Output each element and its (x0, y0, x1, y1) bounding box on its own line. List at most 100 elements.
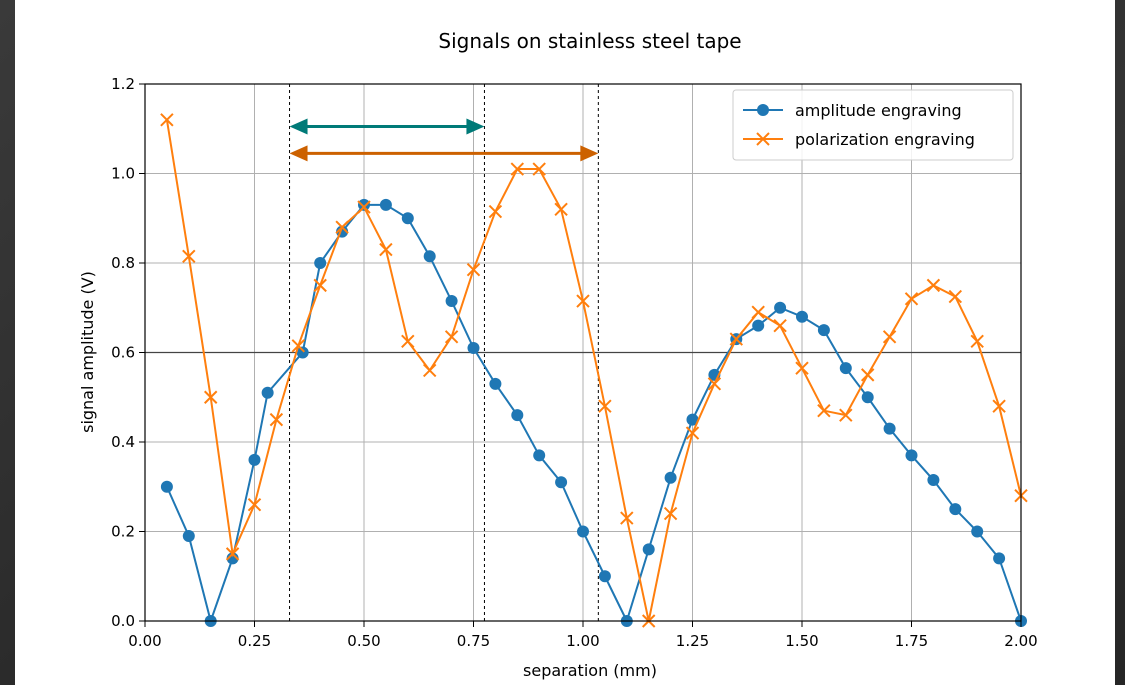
marker-x-stroke (926, 278, 941, 293)
x-axis-ticks: 0.00 0.25 0.50 0.75 1.00 1.25 1.50 1.75 2.00 (128, 621, 1038, 650)
x-tick-label: 1.75 (895, 632, 928, 650)
marker-x-stroke (970, 334, 984, 349)
arrows (289, 118, 599, 162)
legend-box (732, 89, 1014, 161)
data-point-series-1 (379, 242, 393, 257)
data-point-series-1 (860, 368, 875, 382)
marker-x-stroke (466, 263, 481, 277)
data-point-series-0 (511, 409, 524, 422)
legend-marker-0 (757, 104, 769, 116)
marker-x-stroke (685, 426, 700, 440)
y-tick-label: 0.2 (111, 523, 135, 541)
x-tick-label: 2.00 (1004, 632, 1037, 650)
marker-x-stroke (860, 368, 875, 382)
data-point-series-1 (773, 318, 787, 333)
data-point-series-1 (882, 330, 897, 344)
x-tick-label: 0.00 (128, 632, 161, 650)
data-point-series-0 (577, 525, 589, 538)
arrow-head-right (466, 118, 485, 135)
marker-x-stroke (203, 390, 218, 404)
data-point-series-1 (313, 278, 327, 293)
marker-x-stroke (992, 399, 1006, 413)
data-point-series-1 (839, 408, 853, 422)
x-tick-label: 0.75 (457, 632, 490, 650)
marker-x-stroke (773, 318, 787, 333)
marker-x-stroke (598, 399, 612, 413)
data-point-series-0 (261, 386, 274, 399)
data-point-series-0 (379, 198, 392, 211)
series-group (160, 113, 1028, 628)
x-tick-label: 0.50 (347, 632, 380, 650)
x-tick-label: 1.00 (566, 632, 599, 650)
data-point-series-1 (182, 249, 196, 263)
marker-x-stroke (225, 547, 240, 561)
chart-title: Signals on stainless steel tape (438, 29, 741, 53)
data-point-series-1 (904, 292, 919, 306)
data-point-series-0 (993, 552, 1006, 565)
data-point-series-0 (774, 301, 787, 314)
x-axis-label: separation (mm) (523, 661, 657, 680)
data-point-series-1 (685, 426, 700, 440)
data-point-series-1 (926, 278, 941, 293)
data-point-series-1 (620, 511, 634, 525)
data-point-series-1 (663, 506, 678, 521)
data-point-series-0 (358, 198, 370, 211)
data-point-series-0 (489, 377, 502, 390)
data-point-series-0 (182, 529, 195, 542)
data-point-series-0 (467, 342, 480, 355)
marker-x-stroke (948, 289, 963, 304)
marker-x-stroke (817, 403, 831, 418)
data-point-series-1 (992, 399, 1006, 413)
data-point-series-1 (948, 289, 963, 304)
data-point-series-0 (533, 449, 546, 462)
y-axis-label: signal amplitude (V) (78, 271, 97, 433)
data-point-series-1 (422, 363, 437, 378)
y-tick-label: 0.0 (111, 612, 135, 630)
data-point-series-1 (817, 403, 831, 418)
data-point-series-0 (248, 453, 261, 466)
data-point-series-1 (576, 294, 590, 308)
marker-x-stroke (269, 412, 284, 427)
y-tick-label: 0.8 (111, 254, 135, 272)
data-point-series-0 (796, 310, 808, 323)
marker-x-stroke (620, 511, 634, 525)
y-tick-label: 1.0 (111, 165, 135, 183)
data-point-series-1 (598, 399, 612, 413)
data-point-series-0 (296, 346, 309, 359)
data-point-series-1 (444, 330, 459, 344)
data-point-series-1 (291, 339, 306, 353)
data-point-series-0 (686, 413, 699, 426)
marker-x-stroke (335, 220, 349, 234)
data-point-series-0 (445, 295, 458, 308)
x-tick-label: 1.25 (676, 632, 709, 650)
data-point-series-0 (927, 474, 940, 487)
marker-x-stroke (510, 162, 525, 176)
data-point-series-1 (707, 377, 722, 391)
marker-x-stroke (839, 408, 853, 422)
data-point-series-0 (664, 471, 677, 484)
marker-x-stroke (488, 204, 503, 219)
marker-x-stroke (357, 200, 371, 214)
series-line-0 (165, 203, 1022, 625)
arrow-head-left (289, 145, 308, 162)
marker-x-stroke (751, 305, 765, 319)
data-point-series-1 (532, 162, 546, 176)
data-point-series-1 (247, 497, 262, 512)
data-point-series-0 (839, 362, 852, 375)
arrow-head-left (289, 118, 308, 135)
chart-figure: Signals on stainless steel tape 0.00 0.25… (15, 0, 1115, 685)
data-point-series-1 (357, 200, 371, 214)
marker-x-stroke (247, 497, 262, 512)
data-point-series-1 (203, 390, 218, 404)
legend-label-1: polarization engraving (795, 130, 975, 149)
data-point-series-1 (488, 204, 503, 219)
marker-x-stroke (707, 377, 722, 391)
marker-x-stroke (444, 330, 459, 344)
data-point-series-0 (423, 250, 436, 263)
data-point-series-0 (160, 480, 173, 493)
data-point-series-1 (795, 361, 809, 375)
data-point-series-0 (642, 543, 655, 556)
y-tick-label: 0.4 (111, 433, 135, 451)
data-point-series-0 (949, 503, 962, 516)
data-point-series-1 (335, 220, 349, 234)
